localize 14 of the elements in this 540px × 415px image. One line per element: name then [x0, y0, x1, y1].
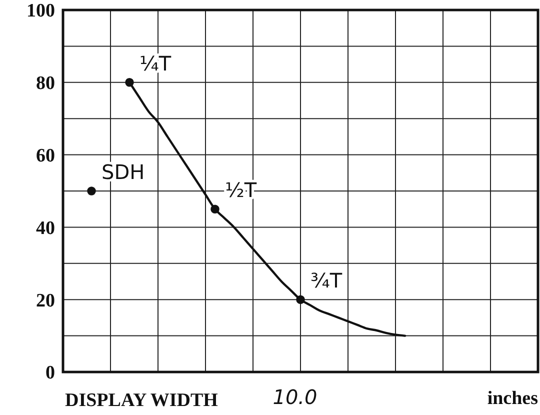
x-axis-title: DISPLAY WIDTH — [65, 390, 218, 411]
text: 10.0 — [272, 385, 318, 409]
text: inches — [487, 388, 538, 409]
point — [210, 204, 220, 214]
point — [87, 186, 96, 196]
point — [125, 78, 134, 87]
y-tick-label: 60 — [36, 145, 55, 166]
y-tick-label: 20 — [36, 290, 55, 312]
point — [296, 295, 305, 304]
series-label: ¾T — [310, 268, 343, 293]
y-tick-label: 80 — [36, 73, 55, 94]
y-tick-label: 40 — [36, 218, 55, 239]
y-tick-label: 100 — [26, 0, 55, 22]
y-tick-label: 0 — [46, 362, 55, 384]
